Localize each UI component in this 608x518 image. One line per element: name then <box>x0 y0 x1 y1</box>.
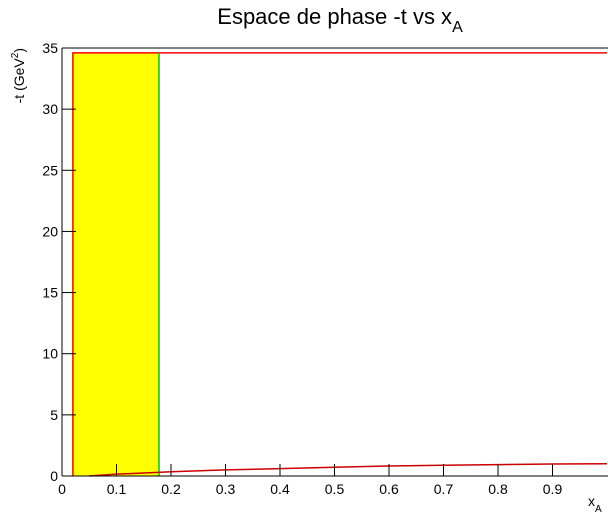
x-axis-label: xA <box>588 493 602 515</box>
y-axis-label: -t (GeV2) <box>10 48 27 103</box>
y-tick-label: 30 <box>42 101 58 117</box>
x-tick-label: 0.1 <box>107 481 127 497</box>
x-tick-label: 0.3 <box>216 481 236 497</box>
y-tick-label: 0 <box>50 468 58 484</box>
x-tick-label: 0.5 <box>325 481 345 497</box>
filled-region <box>72 52 160 477</box>
y-tick-label: 25 <box>42 162 58 178</box>
x-tick-label: 0.9 <box>543 481 563 497</box>
x-tick-label: 0.7 <box>434 481 454 497</box>
x-tick-label: 0 <box>58 481 66 497</box>
y-tick-label: 10 <box>42 346 58 362</box>
series-line <box>72 52 607 476</box>
x-tick-label: 0.6 <box>379 481 399 497</box>
x-tick-label: 0.2 <box>161 481 181 497</box>
y-tick-label: 5 <box>50 407 58 423</box>
y-tick-label: 15 <box>42 285 58 301</box>
series-line <box>89 463 608 477</box>
chart-title: Espace de phase -t vs xA <box>217 4 463 36</box>
y-tick-label: 20 <box>42 223 58 239</box>
x-tick-label: 0.8 <box>488 481 508 497</box>
y-tick-label: 35 <box>42 40 58 56</box>
x-tick-label: 0.4 <box>270 481 290 497</box>
